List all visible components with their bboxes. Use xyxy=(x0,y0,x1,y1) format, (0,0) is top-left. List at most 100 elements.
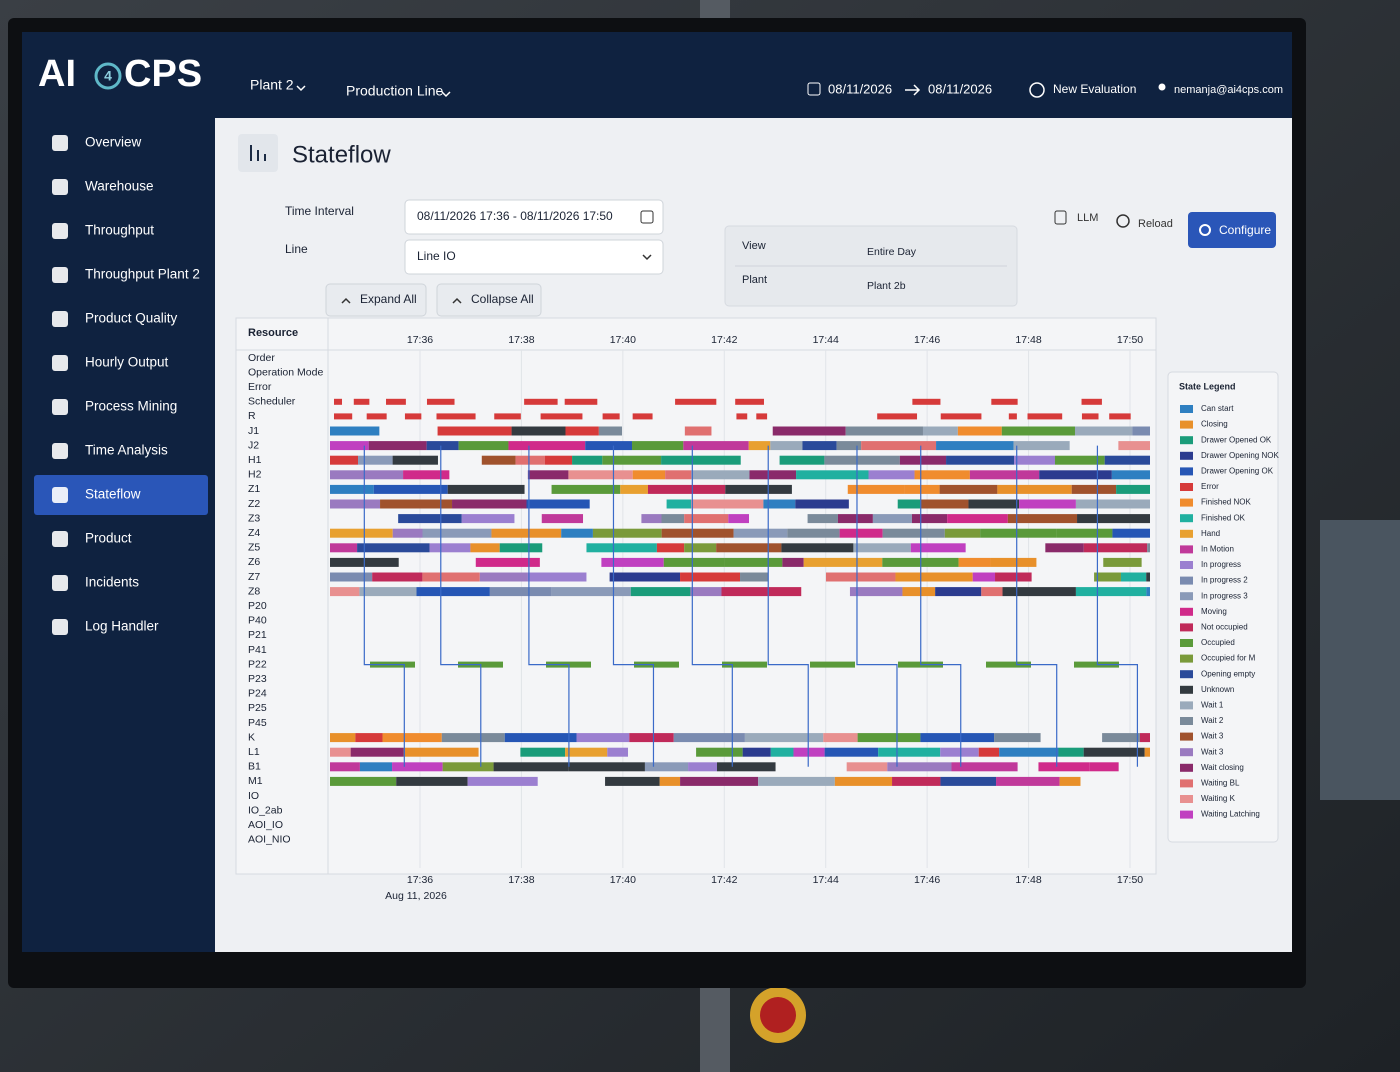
nav-item[interactable]: Overview xyxy=(85,135,142,150)
title-icon xyxy=(250,145,266,161)
reload-button[interactable]: Reload xyxy=(1138,218,1173,230)
page-title: Stateflow xyxy=(292,141,391,168)
nav-item[interactable]: Stateflow xyxy=(85,487,141,502)
state-bar xyxy=(824,455,900,465)
select[interactable] xyxy=(404,239,664,275)
llm-button[interactable]: LLM xyxy=(1077,212,1098,224)
state-bar xyxy=(426,441,459,451)
nav-item[interactable]: Warehouse xyxy=(85,179,154,194)
state-bar xyxy=(524,398,558,405)
state-bar xyxy=(1071,484,1117,494)
row-label: Scheduler xyxy=(248,396,296,408)
button-label: Collapse All xyxy=(471,292,534,306)
state-bar xyxy=(429,543,471,553)
state-bar xyxy=(330,733,356,743)
state-bar xyxy=(951,762,1018,772)
state-bar xyxy=(673,733,745,743)
state-bar xyxy=(630,587,691,597)
nav-item[interactable]: Log Handler xyxy=(85,619,159,634)
state-bar xyxy=(748,441,771,451)
nav-item[interactable]: Process Mining xyxy=(85,399,177,414)
state-bar xyxy=(656,543,685,553)
state-bar xyxy=(403,747,479,757)
legend-swatch xyxy=(1180,795,1193,803)
configure-button[interactable] xyxy=(1188,212,1276,248)
time-tick-label: 17:48 xyxy=(1015,874,1041,886)
state-bar xyxy=(912,398,941,405)
nav-item[interactable]: Throughput xyxy=(85,223,154,238)
state-bar xyxy=(691,470,750,480)
plant-select[interactable]: Plant 2 xyxy=(250,77,294,93)
row-label: AOI_IO xyxy=(248,819,283,831)
legend-swatch xyxy=(1180,685,1193,694)
state-bar xyxy=(330,776,397,786)
nav-item[interactable]: Product Quality xyxy=(85,311,178,326)
state-bar xyxy=(422,528,492,538)
state-bar xyxy=(1075,499,1150,509)
legend-swatch xyxy=(1180,810,1193,819)
state-bar xyxy=(691,499,764,509)
state-bar xyxy=(620,484,648,494)
legend-label: In progress 3 xyxy=(1201,591,1248,600)
time-tick-label: 17:36 xyxy=(407,334,433,346)
state-bar xyxy=(958,557,991,567)
user-menu[interactable]: nemanja@ai4cps.com xyxy=(1174,84,1283,96)
line-select[interactable]: Production Line xyxy=(346,83,444,99)
nav-item[interactable]: Product xyxy=(85,531,132,546)
state-bar xyxy=(837,514,873,524)
button[interactable] xyxy=(325,283,427,317)
state-bar xyxy=(980,528,1057,538)
state-bar xyxy=(489,587,552,597)
state-bar xyxy=(763,499,796,509)
estop xyxy=(760,997,796,1033)
state-bar xyxy=(940,776,997,786)
legend-swatch xyxy=(1180,717,1193,725)
legend-label: Unknown xyxy=(1201,685,1234,694)
state-bar xyxy=(991,398,1018,405)
row-label: M1 xyxy=(248,775,263,787)
state-bar xyxy=(770,441,803,451)
logo: CPS xyxy=(124,53,202,95)
state-bar xyxy=(1083,543,1148,553)
row-label: R xyxy=(248,410,256,422)
nav-icon xyxy=(52,355,68,371)
time-tick-label: 17:46 xyxy=(914,874,940,886)
state-bar xyxy=(839,528,883,538)
state-bar xyxy=(634,661,679,668)
nav-item[interactable]: Hourly Output xyxy=(85,355,169,370)
nav-icon xyxy=(52,267,68,283)
state-bar xyxy=(882,528,945,538)
state-bar xyxy=(1120,572,1147,582)
state-bar xyxy=(696,747,743,757)
state-bar xyxy=(515,455,545,465)
state-bar xyxy=(1054,455,1105,465)
state-bar xyxy=(561,528,593,538)
legend-swatch xyxy=(1180,732,1193,741)
new-evaluation[interactable]: New Evaluation xyxy=(1053,82,1136,96)
state-bar xyxy=(452,499,527,509)
legend-swatch xyxy=(1180,420,1193,429)
nav-icon xyxy=(52,179,68,195)
state-bar xyxy=(544,455,573,465)
state-bar xyxy=(981,587,1003,597)
state-bar xyxy=(1102,733,1140,743)
state-bar xyxy=(1019,499,1076,509)
state-bar xyxy=(398,514,462,524)
state-bar xyxy=(540,413,583,420)
legend-swatch xyxy=(1180,623,1193,632)
row-label: Z7 xyxy=(248,571,260,583)
state-bar xyxy=(1081,398,1102,405)
state-bar xyxy=(920,733,995,743)
row-label: Z1 xyxy=(248,483,260,495)
state-bar xyxy=(551,484,621,494)
button[interactable] xyxy=(436,283,542,317)
nav-item[interactable]: Time Analysis xyxy=(85,443,168,458)
nav-icon xyxy=(52,619,68,635)
input[interactable] xyxy=(404,199,664,235)
nav-item[interactable]: Throughput Plant 2 xyxy=(85,267,200,282)
legend-label: Can start xyxy=(1201,404,1234,413)
state-bar xyxy=(1111,470,1150,480)
info-value: Entire Day xyxy=(867,246,917,258)
nav-item[interactable]: Incidents xyxy=(85,575,139,590)
state-bar xyxy=(661,455,741,465)
